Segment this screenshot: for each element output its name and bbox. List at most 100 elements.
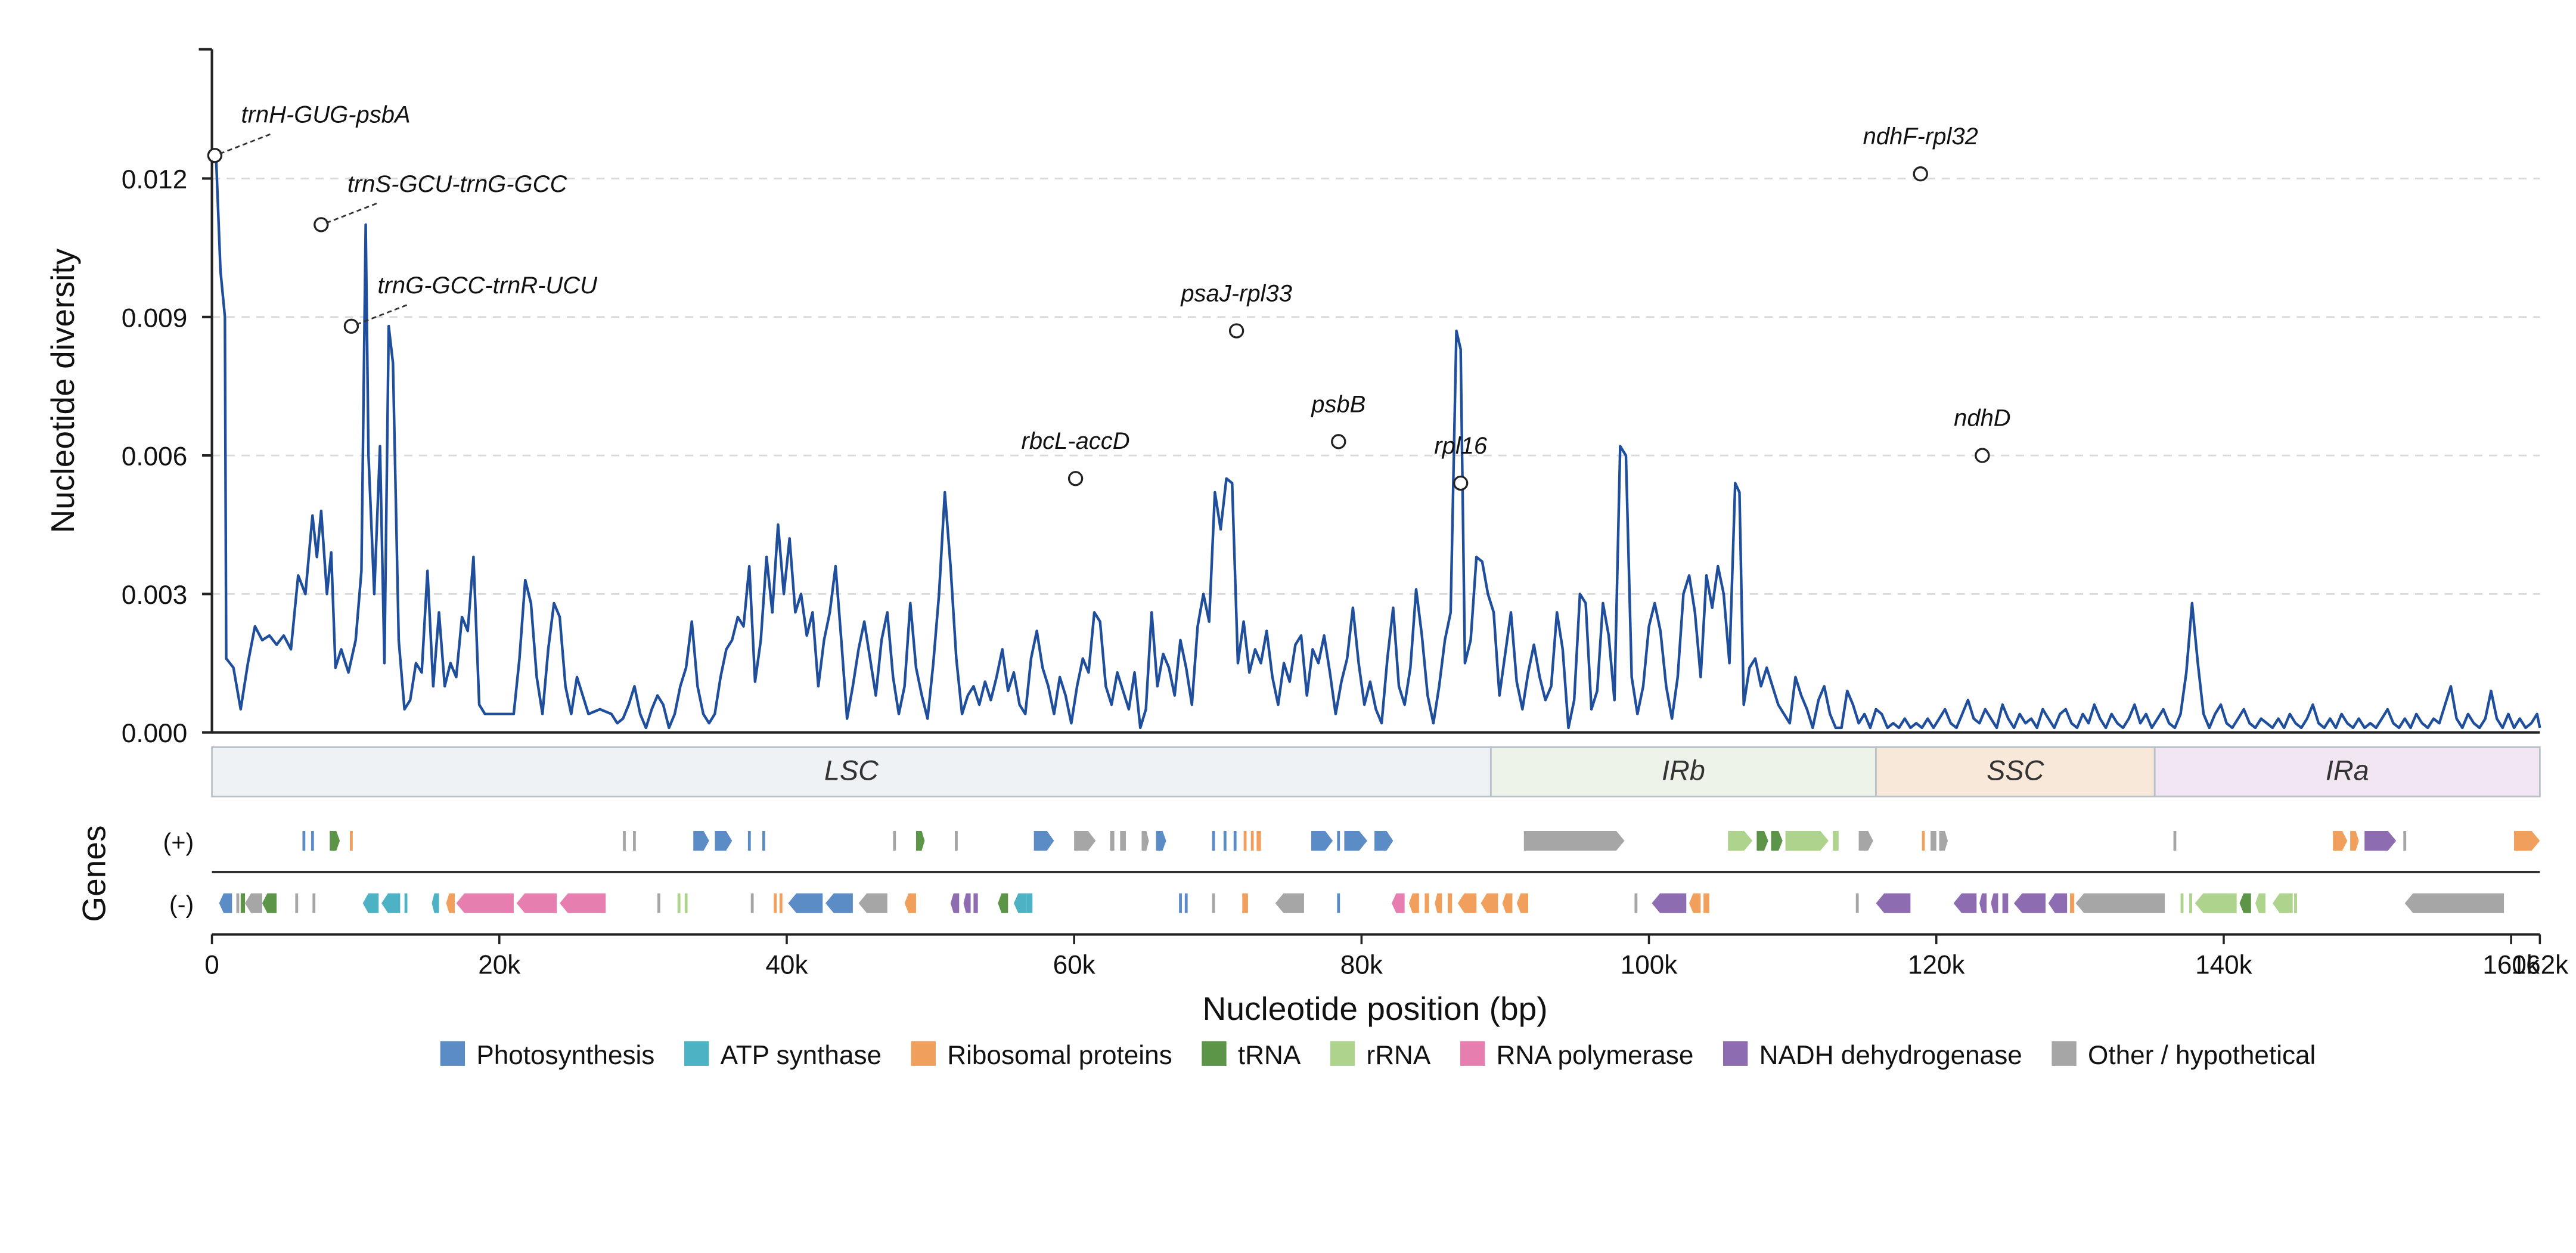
gene-feature (788, 893, 823, 913)
gene-feature (1516, 893, 1529, 913)
region-bar (211, 746, 1492, 798)
genome-regions: LSC IRb SSC IRa (211, 746, 2541, 798)
peak-label: ndhF-rpl32 (1863, 123, 1978, 150)
x-tick-label: 0 (204, 951, 219, 980)
gene-feature (1502, 893, 1513, 913)
gene-feature (1110, 830, 1115, 851)
gene-feature (1212, 893, 1215, 913)
gene-feature (2333, 830, 2348, 851)
peak-marker (314, 217, 329, 232)
y-axis: 0.000 0.003 0.006 0.009 0.012 (122, 48, 2540, 748)
legend-swatch (1202, 1041, 1227, 1066)
gene-feature (1931, 830, 1936, 851)
minus-strand-label: (-) (169, 891, 194, 919)
gene-feature (381, 893, 401, 913)
gene-feature (2404, 893, 2504, 913)
gene-feature (2294, 893, 2297, 913)
gene-feature (955, 830, 958, 851)
gene-feature (516, 893, 557, 913)
gene-feature (1120, 830, 1126, 851)
peak-marker (1913, 166, 1928, 182)
gene-feature (312, 893, 316, 913)
gene-feature (1457, 893, 1477, 913)
gene-feature (762, 830, 765, 851)
peak-marker (1975, 448, 1990, 463)
gene-feature (1855, 893, 1859, 913)
peak-label: trnS-GCU-trnG-GCC (347, 171, 568, 197)
gene-feature (1922, 830, 1925, 851)
x-tick-label: 100k (1621, 951, 1678, 980)
peak-annotations: trnH-GUG-psbA trnS-GCU-trnG-GCC trnG-GCC-t… (207, 102, 2011, 491)
gene-feature (1212, 830, 1215, 851)
peak-leader-line (325, 202, 378, 224)
gene-feature (1033, 830, 1054, 851)
gene-feature (1652, 893, 1687, 913)
y-tick-label: 0.012 (122, 165, 187, 194)
peak-marker (343, 318, 359, 334)
peak-marker (1453, 475, 1469, 491)
y-tick-label: 0.006 (122, 442, 187, 472)
gene-feature (693, 830, 709, 851)
gene-feature (1223, 830, 1227, 851)
x-tick-label: 40k (765, 951, 808, 980)
legend-label: Ribosomal proteins (947, 1041, 1172, 1070)
legend-label: Other / hypothetical (2088, 1041, 2316, 1070)
gene-feature (1243, 830, 1247, 851)
gene-feature (1728, 830, 1753, 851)
gene-feature (1979, 893, 1987, 913)
region-bar (2153, 746, 2541, 798)
gene-feature (657, 893, 660, 913)
diversity-line-layer (210, 154, 2541, 730)
peak-label: rpl16 (1434, 433, 1488, 459)
gene-feature (446, 893, 455, 913)
gene-feature (2239, 893, 2251, 913)
peak-leader-line (219, 133, 271, 155)
gene-feature (1337, 830, 1340, 851)
region-label: IRb (1662, 755, 1705, 786)
gene-feature (240, 893, 246, 913)
gene-feature (963, 893, 971, 913)
peak-marker (1067, 471, 1084, 486)
gene-feature (1435, 893, 1442, 913)
y-axis-label: Nucleotide diversity (44, 248, 81, 533)
legend-swatch (1330, 1041, 1355, 1066)
gene-feature (1233, 830, 1237, 851)
gene-feature (1833, 830, 1839, 851)
gene-feature (1074, 830, 1096, 851)
x-tick-label: 140k (2195, 951, 2253, 980)
gene-feature (404, 893, 408, 913)
gene-feature (998, 893, 1008, 913)
gene-feature (311, 830, 314, 851)
gene-feature (1156, 830, 1166, 851)
gene-feature (1179, 893, 1182, 913)
diversity-line (210, 154, 2541, 730)
gene-feature (2013, 893, 2046, 913)
gene-feature (1785, 830, 1829, 851)
x-tick-label: 60k (1053, 951, 1096, 980)
plus-strand-label: (+) (163, 829, 194, 856)
peak-label: psaJ-rpl33 (1180, 280, 1292, 306)
peak-marker (1228, 323, 1244, 339)
gridlines (212, 178, 2540, 595)
x-tick-label: 120k (1908, 951, 1966, 980)
peak-label: ndhD (1954, 405, 2011, 431)
gene-feature (245, 893, 262, 913)
gene-feature (2069, 893, 2075, 913)
gene-feature (1703, 893, 1709, 913)
legend-swatch (2052, 1041, 2077, 1066)
peak-label: rbcL-accD (1022, 428, 1130, 454)
x-axis-label: Nucleotide position (bp) (1203, 990, 1548, 1027)
x-tick-label: 80k (1340, 951, 1383, 980)
gene-feature (1374, 830, 1393, 851)
gene-feature (2002, 893, 2009, 913)
gene-feature (1689, 893, 1701, 913)
gene-feature (1634, 893, 1638, 913)
y-tick-label: 0.000 (122, 719, 187, 748)
gene-feature (1344, 830, 1368, 851)
gene-feature (1991, 893, 1998, 913)
region-label: SSC (1987, 755, 2044, 786)
gene-feature (684, 893, 688, 913)
legend-label: NADH dehydrogenase (1759, 1041, 2022, 1070)
